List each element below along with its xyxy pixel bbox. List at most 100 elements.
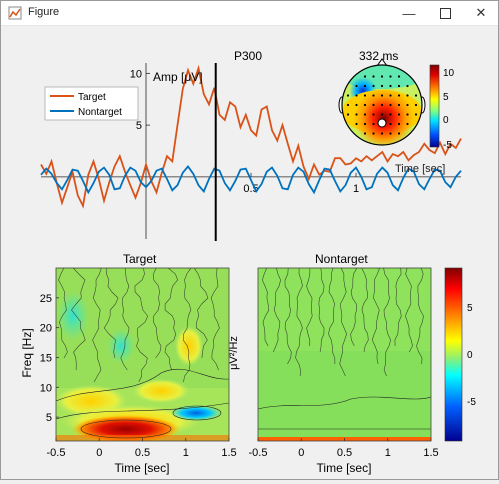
tf-x-tick-label: 0 [298, 447, 304, 459]
electrode-dot [363, 122, 367, 126]
tf-x-tick-label: 0.5 [135, 447, 150, 459]
contour-line [350, 268, 358, 347]
figure-svg: 510 0.5 1 P300 Amp [μV] Time [sec] Target… [20, 49, 476, 475]
contour-line [56, 402, 229, 420]
figure-canvas: 5 10 0.5 1 P300 Amp [μV] Time [sec] Target… [1, 26, 498, 479]
tf-y-tick-label: 15 [40, 352, 52, 364]
erp-title: P300 [234, 49, 262, 63]
tf-y-tick-label: 20 [40, 323, 52, 335]
electrode-dot [355, 113, 358, 116]
electrode-dot [355, 103, 358, 107]
electrode-dot [363, 84, 367, 88]
electrode-dot [397, 94, 401, 97]
erp-xlabel: Time [sec] [395, 163, 445, 175]
contour-line [164, 268, 179, 371]
electrode-dot [380, 75, 384, 78]
title-bar: Figure — ✕ [1, 1, 498, 26]
contour-line [258, 396, 431, 410]
contour-line [394, 268, 402, 347]
erp-y-ticks: 5 10 [130, 68, 150, 132]
tf-y-tick-label: 10 [40, 382, 52, 394]
electrode-dot [372, 103, 375, 107]
minimize-button[interactable]: — [392, 1, 426, 25]
head-outline [341, 64, 423, 146]
contour-line [71, 268, 86, 371]
legend-target-label: Target [78, 92, 106, 103]
tf-x-tick-label: -0.5 [47, 447, 66, 459]
electrode-dot [380, 103, 384, 107]
contour-line [210, 268, 220, 371]
tf-target-map [56, 268, 229, 441]
electrode-dots [346, 75, 418, 135]
electrode-dot [363, 132, 367, 135]
contour-line [383, 268, 391, 377]
electrode-dot [389, 75, 392, 78]
erp-ylabel: Amp [μV] [153, 70, 203, 84]
contour-line [361, 268, 369, 353]
electrode-dot [397, 122, 401, 126]
tf-target-blob [175, 326, 203, 366]
tf-x-tick-label: 1.5 [423, 447, 438, 459]
electrode-dot [414, 94, 418, 97]
tf-target-ylabel: Freq [Hz] [20, 328, 34, 377]
contour-line [306, 268, 313, 347]
electrode-dot [414, 103, 418, 107]
tf-target-axes: Target 5 10 15 20 25 -0.5 0 0.5 [20, 252, 237, 475]
tf-x-tick-label: 1 [183, 447, 189, 459]
erp-y-tick-label: 10 [130, 68, 142, 80]
erp-legend: Target Nontarget [44, 86, 139, 121]
maximize-button[interactable] [428, 1, 462, 25]
close-button[interactable]: ✕ [464, 1, 498, 25]
electrode-dot [380, 113, 384, 116]
tf-x-tick-label: -0.5 [249, 447, 268, 459]
tf-nontarget-xlabel: Time [sec] [317, 461, 372, 475]
electrode-dot [406, 103, 409, 107]
tf-nontarget-lower [258, 351, 431, 441]
tf-x-tick-label: 0 [96, 447, 102, 459]
electrode-dot [346, 113, 350, 116]
tf-target-peak [71, 415, 181, 441]
topo-cbar-tick-neg5: -5 [443, 140, 452, 151]
tf-x-tick-label: 1.5 [221, 447, 236, 459]
topo-title: 332 ms [359, 49, 398, 63]
erp-series [40, 64, 462, 209]
electrode-dot [389, 113, 392, 116]
erp-axes: 510 0.5 1 P300 Amp [μV] Time [sec] Target… [40, 49, 462, 241]
erp-x-tick-label: 0.5 [243, 183, 258, 195]
tf-target-title: Target [123, 252, 157, 266]
electrode-dot [355, 94, 358, 97]
contour-line [80, 419, 172, 439]
electrode-dot [363, 103, 367, 107]
electrode-dot [389, 122, 392, 126]
minimize-icon: — [402, 5, 416, 21]
electrode-dot [372, 122, 375, 126]
erp-x-ticks: 0.5 1 [243, 172, 359, 195]
electrode-dot [406, 122, 409, 126]
tf-colorbar-label: μV²/Hz [228, 336, 240, 370]
electrode-dot [372, 75, 375, 78]
tf-target-xlabel: Time [sec] [115, 461, 170, 475]
electrode-dot [397, 75, 401, 78]
electrode-dot [380, 94, 384, 97]
electrode-dot [397, 132, 401, 135]
contour-line [328, 268, 336, 365]
electrode-dot [363, 75, 367, 78]
electrode-dot [406, 84, 409, 88]
electrode-dot [363, 113, 367, 116]
peak-electrode-marker [377, 118, 387, 128]
electrode-dot [389, 132, 392, 135]
contour-line [92, 268, 102, 383]
contour-line [182, 268, 192, 383]
topo-cbar-tick-5: 5 [443, 92, 449, 103]
electrode-dot [355, 122, 358, 126]
electrode-dot [389, 103, 392, 107]
electrode-dot [406, 113, 409, 116]
contour-line [153, 268, 162, 359]
erp-x-tick-label: 1 [353, 183, 359, 195]
electrode-dot [346, 94, 350, 97]
erp-y-tick-label: 5 [136, 120, 142, 132]
contour-line [416, 268, 424, 365]
tf-target-blob [133, 379, 189, 403]
legend-nontarget-label: Nontarget [78, 107, 122, 118]
